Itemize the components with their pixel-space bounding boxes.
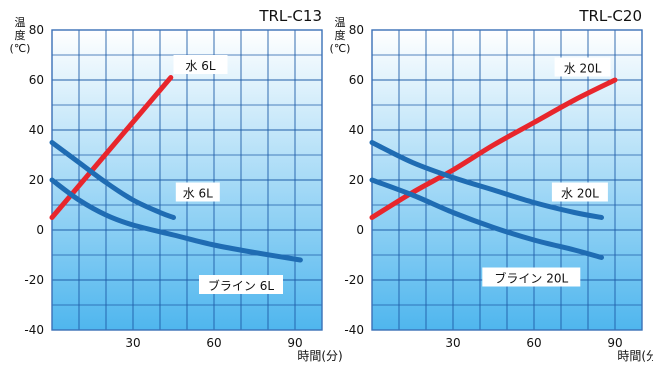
y-axis-label-part: 温 — [335, 16, 346, 29]
series-label-box — [554, 57, 611, 77]
x-tick-label: 90 — [607, 336, 622, 350]
y-tick-label: -40 — [344, 323, 364, 337]
series-label: 水 20L — [564, 62, 602, 76]
y-tick-label: -40 — [24, 323, 44, 337]
series-line-1 — [49, 75, 174, 220]
x-tick-label: 30 — [445, 336, 460, 350]
x-tick-label: 60 — [526, 336, 541, 350]
y-tick-label: 80 — [349, 23, 364, 37]
y-axis-label-part: 度 — [335, 28, 346, 42]
y-tick-label: 40 — [29, 123, 44, 137]
y-tick-label: -20 — [24, 273, 44, 287]
y-axis-label: 温度(℃) — [330, 16, 351, 55]
y-tick-label: 20 — [29, 173, 44, 187]
chart-panel-2: TRL-C20 80 60 40 20 0 -20 -40 30 60 90 温度(℃) 時間(分) 水 … — [330, 7, 653, 363]
series-label: 水 6L — [185, 59, 215, 73]
chart-title: TRL-C20 — [578, 7, 642, 25]
chart-title: TRL-C13 — [258, 7, 322, 25]
series-line-3 — [49, 177, 303, 263]
y-axis-label-part: 度 — [15, 28, 26, 42]
y-tick-label: 20 — [349, 173, 364, 187]
y-tick-label: -20 — [344, 273, 364, 287]
series-line-2 — [369, 140, 604, 220]
y-tick-label: 0 — [36, 223, 44, 237]
x-tick-label: 30 — [125, 336, 140, 350]
series-label-box — [482, 267, 581, 287]
series-label: ブライン 20L — [494, 271, 568, 286]
x-axis-label: 時間(分) — [617, 349, 653, 363]
y-axis-label: 温度(℃) — [10, 16, 31, 55]
y-tick-label: 80 — [29, 23, 44, 37]
series-label-box — [173, 55, 228, 74]
y-tick-label: 40 — [349, 123, 364, 137]
y-tick-label: 60 — [349, 73, 364, 87]
y-axis-label-part: 温 — [15, 16, 26, 29]
series-label: 水 6L — [183, 187, 213, 201]
x-axis-label: 時間(分) — [297, 349, 342, 363]
series-label: ブライン 6L — [208, 278, 274, 293]
series-label: 水 20L — [561, 187, 599, 201]
series-label-box — [551, 182, 608, 202]
y-axis-label-part: (℃) — [330, 42, 351, 55]
y-tick-label: 0 — [356, 223, 364, 237]
series-label-box — [175, 182, 220, 202]
series-line-3 — [369, 177, 604, 260]
y-tick-label: 60 — [29, 73, 44, 87]
x-tick-label: 60 — [206, 336, 221, 350]
series-line-2 — [49, 140, 176, 220]
series-label-box — [199, 275, 283, 294]
y-axis-label-part: (℃) — [10, 42, 31, 55]
x-tick-label: 90 — [287, 336, 302, 350]
